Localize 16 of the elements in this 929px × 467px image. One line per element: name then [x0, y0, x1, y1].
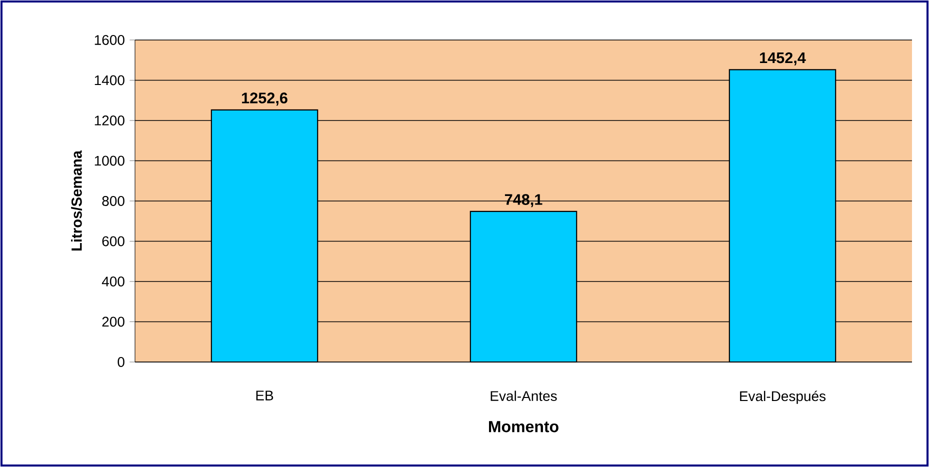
- y-tick-label: 1000: [94, 156, 124, 166]
- y-tick-label: 1400: [94, 75, 124, 86]
- x-axis-title: Momento: [489, 421, 558, 432]
- y-tick-label: 0: [118, 357, 124, 367]
- x-tick-label: Eval-Después: [740, 390, 826, 404]
- y-tick-label: 600: [102, 236, 124, 246]
- y-tick-label: 1600: [94, 35, 124, 45]
- y-tick-label: 200: [102, 316, 124, 327]
- data-label: 1252,6: [242, 92, 288, 106]
- x-tick-label: EB: [256, 390, 274, 400]
- y-axis-title: Litros/Semana: [71, 150, 82, 251]
- y-tick-label: 800: [102, 196, 124, 206]
- x-tick-label: Eval-Antes: [490, 390, 557, 401]
- data-label: 1452,4: [760, 52, 806, 66]
- y-tick-label: 1200: [94, 116, 124, 126]
- y-tick-label: 400: [102, 276, 124, 286]
